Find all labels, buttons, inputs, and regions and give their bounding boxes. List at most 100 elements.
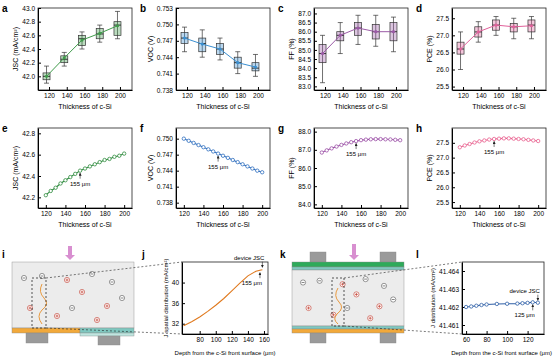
y-tick-label: 0.741	[157, 70, 174, 77]
data-point	[364, 138, 367, 141]
x-tick-mark	[466, 331, 467, 334]
y-tick: 87.0	[298, 10, 317, 17]
x-tick: 140	[476, 87, 487, 99]
x-tick-label: 200	[257, 210, 268, 217]
data-point	[495, 302, 498, 305]
x-tick-mark	[516, 87, 517, 90]
marks	[44, 152, 126, 197]
y-tick-label: 43.0	[22, 5, 35, 12]
data-point	[212, 150, 215, 153]
data-point	[74, 172, 77, 175]
y-tick: 42.8	[22, 18, 41, 25]
charge-sign	[342, 283, 343, 286]
whisker-cap	[44, 66, 49, 67]
plot-frame	[314, 128, 408, 208]
y-tick-label: 0.753	[157, 5, 174, 12]
plot-frame	[452, 8, 546, 90]
y-tick: 42.2	[22, 59, 41, 66]
x-axis: 120140160180200	[177, 87, 271, 99]
y-tick-mark	[38, 176, 41, 177]
charge-sign	[355, 294, 358, 295]
x-tick-mark	[216, 331, 217, 334]
mean-point	[321, 52, 324, 55]
charge-sign	[67, 279, 68, 282]
marks	[464, 301, 539, 309]
y-tick-mark	[314, 132, 317, 133]
charge-sign	[29, 308, 32, 309]
x-tick-mark	[46, 205, 47, 208]
y-tick-label: 42.2	[22, 59, 35, 66]
y-tick-mark	[452, 52, 455, 53]
panel-label: g	[278, 123, 284, 134]
data-point	[216, 152, 219, 155]
whisker-cap	[80, 31, 85, 32]
y-tick-mark	[314, 77, 317, 78]
data-point	[98, 160, 101, 163]
y-axis: 42.242.442.642.8	[22, 129, 41, 209]
x-tick: 140	[198, 205, 209, 217]
x-tick-label: 200	[119, 210, 130, 217]
x-tick-label: 140	[338, 92, 349, 99]
charge-sign	[91, 274, 94, 275]
x-tick-mark	[479, 205, 480, 208]
y-tick: 83.5	[298, 74, 317, 81]
whisker-cap	[200, 57, 205, 58]
box	[337, 32, 344, 41]
x-tick-label: 140	[62, 92, 73, 99]
y-tick: 25.5	[436, 199, 455, 206]
mean-line	[323, 28, 394, 54]
light-arrow-head	[349, 255, 359, 260]
x-tick-label: 120	[179, 210, 190, 217]
x-tick-label: 180	[514, 210, 525, 217]
x-tick: 160	[356, 205, 367, 217]
y-tick-mark	[452, 87, 455, 88]
x-tick-mark	[378, 87, 379, 90]
data-point	[345, 142, 348, 145]
data-point	[335, 145, 338, 148]
y-tick-label: 0.747	[157, 151, 174, 158]
y-tick-mark	[38, 76, 41, 77]
x-tick-mark	[361, 87, 362, 90]
y-tick-label: 40	[172, 279, 180, 286]
y-tick: 42.6	[22, 32, 41, 39]
x-tick: 160	[218, 87, 229, 99]
y-tick-mark	[182, 283, 185, 284]
marks	[181, 27, 259, 76]
annotation-arrow	[356, 144, 357, 150]
y-tick: 36	[172, 300, 185, 307]
y-axis-title: FF (%)	[288, 38, 296, 59]
data-point	[354, 139, 357, 142]
x-tick-label: 120	[320, 92, 331, 99]
y-axis: 25.526.026.527.027.5	[436, 129, 455, 209]
x-tick-mark	[248, 331, 249, 334]
x-tick-label: 120	[182, 92, 193, 99]
x-tick-mark	[187, 87, 188, 90]
annotation-arrow	[80, 173, 81, 179]
x-tick-mark	[120, 87, 121, 90]
x-tick: 160	[259, 331, 270, 343]
y-tick: 88.0	[298, 128, 317, 135]
plot-frame	[176, 8, 270, 90]
x-tick-label: 160	[494, 92, 505, 99]
x-tick-mark	[499, 205, 500, 208]
x-tick-mark	[200, 331, 201, 334]
charge	[54, 313, 59, 318]
x-tick-mark	[396, 87, 397, 90]
y-tick: 0.741	[157, 70, 179, 77]
charge	[64, 277, 69, 282]
data-point	[260, 171, 263, 174]
x-tick: 100	[211, 331, 222, 343]
x-tick-label: 160	[356, 210, 367, 217]
y-tick-label: 42.4	[22, 173, 35, 180]
data-point	[478, 140, 481, 143]
annotation: device JSC	[234, 255, 265, 261]
whisker-cap	[97, 25, 102, 26]
x-tick-label: 160	[494, 210, 505, 217]
data-point	[488, 138, 491, 141]
x-tick-label: 180	[376, 210, 387, 217]
box	[475, 27, 482, 37]
y-tick-mark	[176, 24, 179, 25]
y-tick-mark	[182, 303, 185, 304]
data-point	[502, 137, 505, 140]
y-tick: 25.5	[436, 83, 455, 90]
